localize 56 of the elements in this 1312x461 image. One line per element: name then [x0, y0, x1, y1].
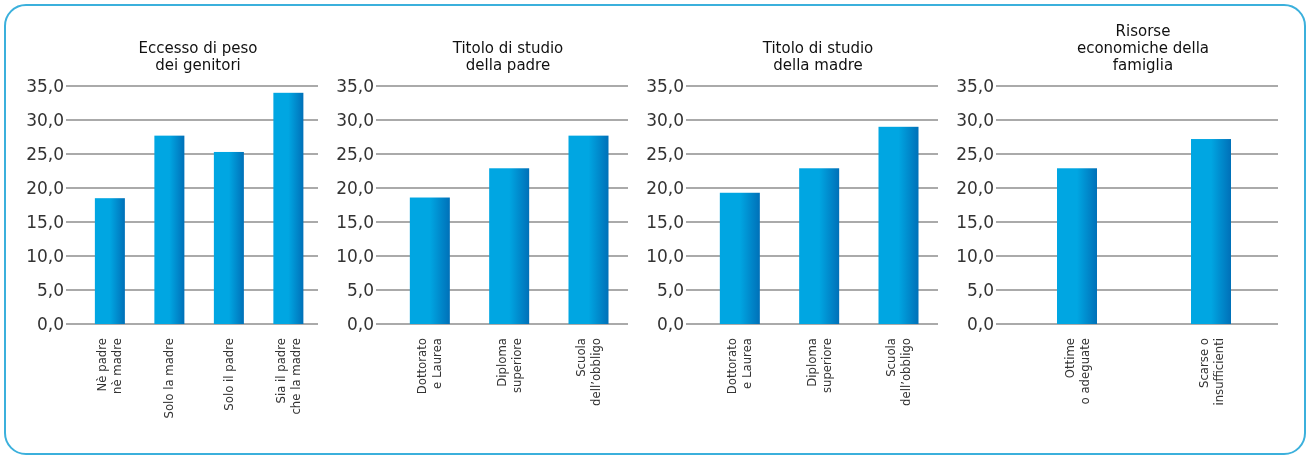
x-tick-label: Diploma superiore — [493, 338, 524, 394]
y-tick-label: 25,0 — [26, 144, 64, 165]
y-tick-label: 20,0 — [956, 178, 994, 199]
y-tick-label: 0,0 — [656, 314, 684, 335]
y-tick-label: 30,0 — [956, 110, 994, 131]
y-tick-label: 15,0 — [336, 212, 374, 233]
y-tick-label: 25,0 — [956, 144, 994, 165]
y-tick-label: 20,0 — [336, 178, 374, 199]
bar — [409, 197, 450, 324]
y-tick-label: 30,0 — [646, 110, 684, 131]
y-tick-label: 5,0 — [346, 280, 374, 301]
y-tick-label: 10,0 — [956, 246, 994, 267]
bar — [489, 168, 530, 324]
bar — [719, 192, 760, 324]
bar — [213, 151, 244, 324]
x-tick-label: Sia il padre che la madre — [272, 338, 303, 415]
y-tick-label: 5,0 — [36, 280, 64, 301]
bar — [799, 168, 840, 324]
bar — [273, 92, 304, 324]
x-tick-label: Ottime o adeguate — [1061, 338, 1092, 405]
x-tick-label: Nè padre nè madre — [94, 338, 125, 395]
chart-title: Titolo di studio della padre — [452, 39, 564, 74]
y-tick-label: 0,0 — [966, 314, 994, 335]
y-tick-label: 15,0 — [26, 212, 64, 233]
x-tick-label: Diploma superiore — [803, 338, 834, 394]
x-tick-label: Solo il padre — [220, 338, 236, 411]
chart-title: Risorse economiche della famiglia — [1076, 22, 1210, 74]
chart-title: Titolo di studio della madre — [762, 39, 874, 74]
bar — [878, 126, 919, 324]
bar — [94, 198, 125, 324]
bar — [568, 135, 609, 324]
y-tick-label: 5,0 — [966, 280, 994, 301]
y-tick-label: 15,0 — [956, 212, 994, 233]
y-tick-label: 35,0 — [26, 76, 64, 97]
y-tick-label: 0,0 — [36, 314, 64, 335]
y-tick-label: 30,0 — [26, 110, 64, 131]
y-tick-label: 0,0 — [346, 314, 374, 335]
y-tick-label: 25,0 — [646, 144, 684, 165]
y-tick-label: 35,0 — [956, 76, 994, 97]
y-tick-label: 25,0 — [336, 144, 374, 165]
bar — [154, 135, 185, 324]
x-tick-label: Scarse o insufficienti — [1195, 338, 1226, 406]
chart-title: Eccesso di peso dei genitori — [138, 39, 258, 74]
y-tick-label: 35,0 — [336, 76, 374, 97]
y-tick-label: 20,0 — [26, 178, 64, 199]
y-tick-label: 35,0 — [646, 76, 684, 97]
y-tick-label: 10,0 — [336, 246, 374, 267]
x-tick-label: Dottorato e Laurea — [724, 338, 755, 395]
x-tick-label: Dottorato e Laurea — [414, 338, 445, 395]
y-tick-label: 5,0 — [656, 280, 684, 301]
y-tick-label: 10,0 — [646, 246, 684, 267]
y-tick-label: 10,0 — [26, 246, 64, 267]
y-tick-label: 15,0 — [646, 212, 684, 233]
y-tick-label: 20,0 — [646, 178, 684, 199]
y-tick-label: 30,0 — [336, 110, 374, 131]
x-tick-label: Solo la madre — [161, 338, 177, 419]
